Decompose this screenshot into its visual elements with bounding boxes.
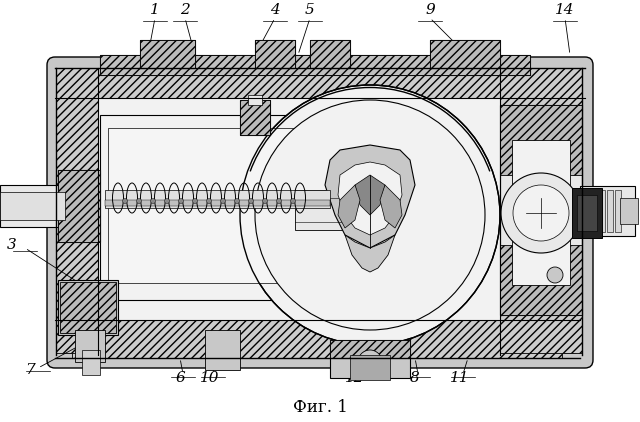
Bar [330, 340, 410, 358]
Bar [108, 128, 303, 283]
Bar [0, 185, 60, 227]
Polygon shape [355, 175, 385, 215]
Bar [60, 282, 116, 333]
Bar [140, 40, 195, 68]
Bar [591, 190, 597, 232]
Bar [72, 68, 572, 98]
Circle shape [240, 85, 500, 345]
Text: 12: 12 [345, 371, 365, 385]
Polygon shape [338, 162, 402, 235]
Bar [72, 320, 562, 358]
Bar [140, 40, 195, 68]
Bar [512, 140, 570, 285]
Text: 3: 3 [7, 238, 17, 252]
Bar [56, 68, 98, 353]
Text: 1: 1 [150, 3, 160, 17]
FancyBboxPatch shape [65, 73, 580, 353]
Circle shape [150, 198, 156, 203]
Bar [572, 188, 602, 238]
Circle shape [248, 198, 253, 203]
Text: 7: 7 [25, 363, 35, 377]
Bar [58, 280, 118, 335]
Circle shape [513, 185, 569, 241]
Circle shape [276, 198, 282, 203]
Text: 10: 10 [200, 371, 220, 385]
Bar [0, 192, 65, 220]
Text: 4: 4 [270, 3, 280, 17]
Bar [248, 95, 262, 105]
Circle shape [221, 198, 225, 203]
Polygon shape [338, 185, 360, 228]
Bar [500, 105, 582, 175]
Text: 11: 11 [451, 371, 470, 385]
Bar [36, 195, 41, 215]
Text: Фиг. 1: Фиг. 1 [292, 400, 348, 417]
Circle shape [193, 198, 198, 203]
Bar [500, 105, 582, 315]
Bar [500, 68, 582, 353]
Bar [105, 190, 330, 208]
Circle shape [122, 198, 127, 203]
Bar [240, 100, 270, 135]
Bar [255, 40, 295, 68]
Bar [350, 355, 390, 380]
Bar [577, 195, 597, 231]
Polygon shape [380, 185, 402, 228]
Bar [240, 100, 270, 135]
Circle shape [547, 267, 563, 283]
Bar [205, 330, 240, 370]
Bar [15, 195, 20, 215]
Bar [330, 340, 410, 378]
Circle shape [234, 198, 239, 203]
FancyBboxPatch shape [47, 57, 593, 368]
Circle shape [358, 350, 382, 374]
Circle shape [136, 198, 141, 203]
Bar [100, 115, 320, 300]
Text: 8: 8 [410, 371, 420, 385]
Bar [430, 40, 500, 68]
Bar [75, 330, 105, 362]
Bar [620, 198, 638, 224]
Bar [310, 40, 350, 68]
Text: 2: 2 [180, 3, 190, 17]
Bar [580, 186, 635, 236]
Bar [22, 195, 27, 215]
Bar [82, 350, 100, 375]
Text: 6: 6 [175, 371, 185, 385]
Bar [615, 190, 621, 232]
Text: 5: 5 [305, 3, 315, 17]
Circle shape [207, 198, 211, 203]
Bar [607, 190, 613, 232]
Bar [255, 40, 295, 68]
Bar [58, 170, 100, 242]
Circle shape [262, 198, 268, 203]
Bar [100, 55, 530, 75]
Bar [500, 245, 582, 315]
Circle shape [164, 198, 170, 203]
Circle shape [179, 198, 184, 203]
Bar [583, 190, 589, 232]
Text: 14: 14 [556, 3, 575, 17]
Bar [58, 170, 100, 242]
Polygon shape [325, 145, 415, 248]
Circle shape [291, 198, 296, 203]
Bar [8, 195, 13, 215]
Circle shape [501, 173, 581, 253]
Bar [105, 200, 330, 206]
Text: 9: 9 [425, 3, 435, 17]
Bar [310, 40, 350, 68]
Bar [29, 195, 34, 215]
Bar [295, 190, 375, 230]
Bar [430, 40, 500, 68]
Bar [599, 190, 605, 232]
Bar [100, 55, 530, 75]
Circle shape [255, 100, 485, 330]
Polygon shape [345, 235, 395, 272]
